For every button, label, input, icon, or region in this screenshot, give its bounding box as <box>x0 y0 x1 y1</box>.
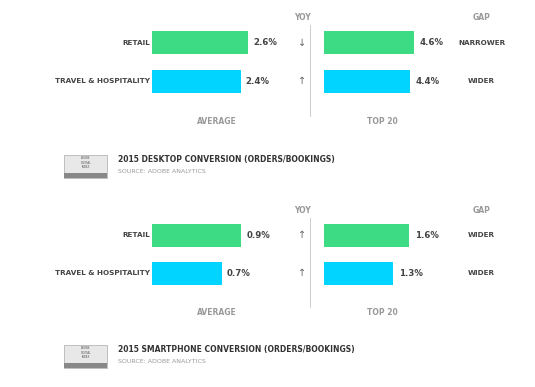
Text: TOP 20: TOP 20 <box>367 308 398 317</box>
Text: 2.4%: 2.4% <box>246 77 270 86</box>
Bar <box>324 70 410 93</box>
Text: ADOBE
DIGITAL
INDEX: ADOBE DIGITAL INDEX <box>80 346 91 359</box>
Text: ↑: ↑ <box>298 230 307 240</box>
Text: TRAVEL & HOSPITALITY: TRAVEL & HOSPITALITY <box>55 270 150 276</box>
Text: 1.3%: 1.3% <box>399 269 423 277</box>
Text: WIDER: WIDER <box>468 78 495 84</box>
Text: 0.7%: 0.7% <box>227 269 251 277</box>
Text: SOURCE: ADOBE ANALYTICS: SOURCE: ADOBE ANALYTICS <box>118 359 205 364</box>
Text: NARROWER: NARROWER <box>458 39 505 46</box>
Bar <box>64 173 107 178</box>
Text: SOURCE: ADOBE ANALYTICS: SOURCE: ADOBE ANALYTICS <box>118 169 205 174</box>
Text: ↑: ↑ <box>298 76 307 86</box>
Text: WIDER: WIDER <box>468 232 495 238</box>
Text: GAP: GAP <box>472 206 491 215</box>
Bar <box>324 262 393 284</box>
Text: ↓: ↓ <box>298 38 307 48</box>
Bar <box>64 363 107 368</box>
Text: GAP: GAP <box>472 13 491 22</box>
Text: RETAIL: RETAIL <box>122 39 150 46</box>
Text: 2.6%: 2.6% <box>253 38 277 47</box>
Text: ADOBE
DIGITAL
INDEX: ADOBE DIGITAL INDEX <box>80 156 91 169</box>
Bar <box>152 70 241 93</box>
Text: TRAVEL & HOSPITALITY: TRAVEL & HOSPITALITY <box>55 78 150 84</box>
Text: 4.6%: 4.6% <box>419 38 444 47</box>
Text: AVERAGE: AVERAGE <box>197 308 236 317</box>
Text: 2015 SMARTPHONE CONVERSION (ORDERS/BOOKINGS): 2015 SMARTPHONE CONVERSION (ORDERS/BOOKI… <box>118 346 354 354</box>
Text: 4.4%: 4.4% <box>415 77 439 86</box>
Text: WIDER: WIDER <box>468 270 495 276</box>
Text: YOY: YOY <box>294 206 311 215</box>
Bar <box>324 31 414 54</box>
Bar <box>324 224 409 247</box>
Bar <box>152 31 248 54</box>
Text: ↑: ↑ <box>298 268 307 278</box>
Bar <box>64 345 107 368</box>
Text: 1.6%: 1.6% <box>415 231 439 240</box>
Text: YOY: YOY <box>294 13 311 22</box>
Text: 0.9%: 0.9% <box>247 231 271 240</box>
Text: AVERAGE: AVERAGE <box>197 117 236 127</box>
Text: 2015 DESKTOP CONVERSION (ORDERS/BOOKINGS): 2015 DESKTOP CONVERSION (ORDERS/BOOKINGS… <box>118 155 334 164</box>
Bar <box>152 224 241 247</box>
Bar <box>152 262 221 284</box>
Bar <box>64 155 107 178</box>
Text: RETAIL: RETAIL <box>122 232 150 238</box>
Text: TOP 20: TOP 20 <box>367 117 398 127</box>
